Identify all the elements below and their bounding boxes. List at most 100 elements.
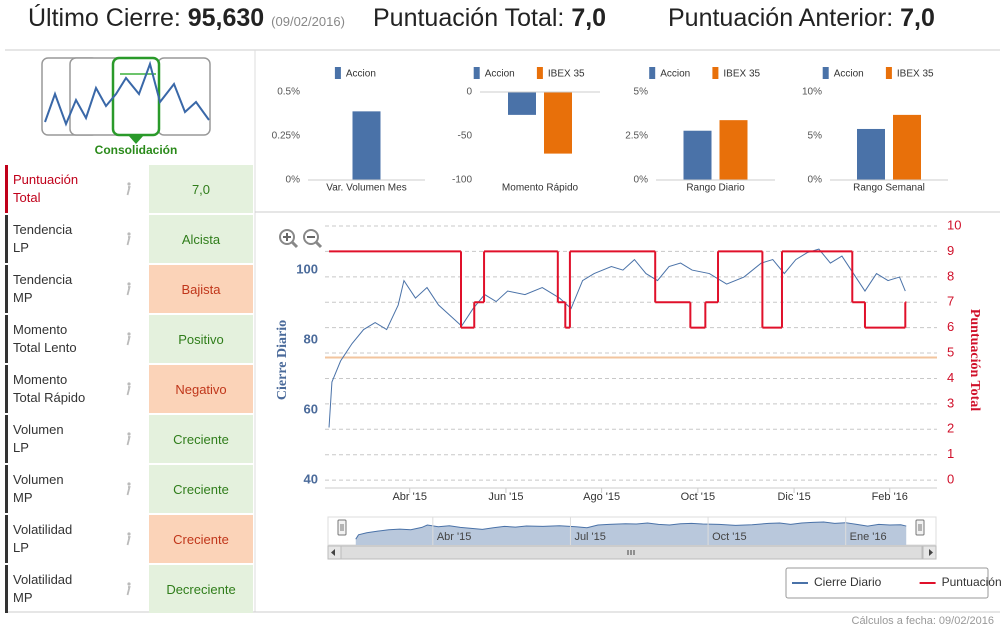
y-tick-label: 0.5% (277, 87, 300, 98)
indicator-value: Creciente (149, 515, 253, 563)
info-stem (126, 336, 131, 346)
info-stem (126, 236, 131, 246)
last-close-date: (09/02/2016) (271, 14, 345, 29)
legend-box (785, 567, 989, 599)
handle-grip (918, 524, 922, 531)
legend-label: Puntuación (942, 575, 1002, 589)
legend-swatch (885, 67, 892, 79)
y-tick-label: 5% (634, 87, 649, 98)
last-close: Último Cierre: 95,630 (09/02/2016) (28, 4, 345, 33)
y2-tick-label: 6 (947, 319, 954, 334)
zoom-in[interactable] (279, 229, 299, 249)
legend-label: Accion (485, 69, 515, 80)
x-tick-label: Feb '16 (872, 491, 908, 503)
total-score-value: 7,0 (571, 4, 607, 32)
indicator-label: Volatilidad MP (5, 565, 125, 613)
category-label: Var. Volumen Mes (326, 183, 406, 194)
info-stem (126, 436, 131, 446)
y2-tick-label: 3 (947, 395, 954, 410)
pattern-frame (157, 57, 211, 136)
info-icon[interactable] (123, 182, 133, 196)
y-axis-title: Cierre Diario (275, 320, 290, 400)
legend-label: IBEX 35 (723, 69, 760, 80)
y2-tick-label: 8 (947, 268, 954, 283)
category-label: Rango Semanal (853, 183, 925, 194)
indicator-label: Tendencia LP (5, 215, 125, 263)
indicator-value: Alcista (149, 215, 253, 263)
y-tick-label: 0% (634, 175, 649, 186)
info-icon[interactable] (123, 582, 133, 596)
info-icon[interactable] (123, 282, 133, 296)
info-stem (126, 186, 131, 196)
info-dot (127, 232, 131, 236)
bar (683, 130, 712, 180)
pattern-line (44, 60, 210, 127)
pattern-label: Consolidación (95, 143, 178, 157)
zoom-in-icon[interactable] (283, 233, 291, 241)
indicator-label: Volatilidad LP (5, 515, 125, 563)
total-score: Puntuación Total: 7,0 (373, 4, 606, 33)
y2-tick-label: 5 (947, 344, 954, 359)
indicator-row: Volatilidad LP Creciente (5, 515, 253, 563)
legend-label: Cierre Diario (814, 575, 882, 589)
info-icon[interactable] (123, 232, 133, 246)
y-tick-label: 10% (802, 87, 822, 98)
x-tick-label: Jun '15 (488, 491, 523, 503)
info-icon[interactable] (123, 532, 133, 546)
navigator-tick-label: Oct '15 (712, 531, 747, 543)
x-tick-label: Abr '15 (392, 491, 427, 503)
bar (857, 128, 885, 180)
info-icon[interactable] (123, 482, 133, 496)
y-tick-label: 100 (296, 262, 318, 277)
y2-tick-label: 10 (947, 217, 961, 232)
y2-tick-label: 1 (947, 446, 954, 461)
info-icon[interactable] (123, 432, 133, 446)
total-score-label: Puntuación Total: (373, 4, 565, 32)
handle-grip (340, 524, 344, 531)
legend-swatch (473, 67, 480, 79)
y-tick-label: -100 (452, 175, 472, 186)
legend-label: Accion (834, 69, 864, 80)
y2-tick-label: 9 (947, 243, 954, 258)
info-dot (127, 332, 131, 336)
category-label: Rango Diario (686, 183, 745, 194)
scrollbar-arrow (331, 549, 335, 556)
x-tick-label: Oct '15 (681, 491, 716, 503)
x-tick-label: Ago '15 (583, 491, 620, 503)
indicator-value: Creciente (149, 465, 253, 513)
footer: Cálculos a fecha: 09/02/2016 (851, 615, 995, 627)
info-icon[interactable] (123, 332, 133, 346)
zoom-out-icon[interactable] (314, 240, 323, 249)
scrollbar-grip (627, 550, 635, 555)
price-line (328, 248, 906, 428)
legend-label: Accion (346, 69, 376, 80)
y-tick-label: 5% (808, 131, 823, 142)
info-icon[interactable] (123, 382, 133, 396)
legend-label: IBEX 35 (897, 69, 934, 80)
zoom-in-icon[interactable] (290, 240, 299, 249)
indicator-row: Volumen LP Creciente (5, 415, 253, 463)
indicator-row: Momento Total Lento Positivo (5, 315, 253, 363)
indicator-label: Volumen LP (5, 415, 125, 463)
last-close-label: Último Cierre: (28, 4, 181, 32)
indicator-value: Creciente (149, 415, 253, 463)
y-tick-label: -50 (458, 131, 473, 142)
y2-tick-label: 4 (947, 370, 954, 385)
info-stem (126, 386, 131, 396)
info-stem (126, 536, 131, 546)
bar (719, 120, 748, 180)
indicator-value: Positivo (149, 315, 253, 363)
y2-tick-label: 0 (947, 472, 954, 487)
indicator-label: Momento Total Lento (5, 315, 125, 363)
bar (508, 92, 536, 115)
navigator-handle[interactable] (915, 519, 925, 536)
y-tick-label: 40 (304, 471, 318, 486)
zoom-out[interactable] (303, 229, 323, 249)
bar (893, 114, 921, 180)
navigator-handle[interactable] (337, 519, 347, 536)
info-dot (127, 182, 131, 186)
info-dot (127, 582, 131, 586)
info-dot (127, 532, 131, 536)
